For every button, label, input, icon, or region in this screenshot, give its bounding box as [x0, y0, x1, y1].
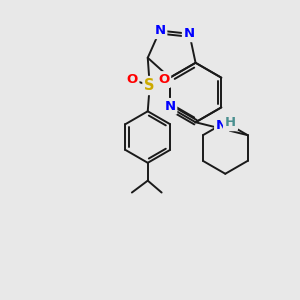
Text: N: N: [154, 24, 165, 37]
Text: N: N: [164, 100, 175, 113]
Text: S: S: [145, 78, 155, 93]
Text: H: H: [225, 116, 236, 129]
Text: N: N: [184, 27, 195, 40]
Text: O: O: [126, 73, 137, 86]
Text: N: N: [216, 119, 227, 132]
Text: O: O: [158, 73, 169, 86]
